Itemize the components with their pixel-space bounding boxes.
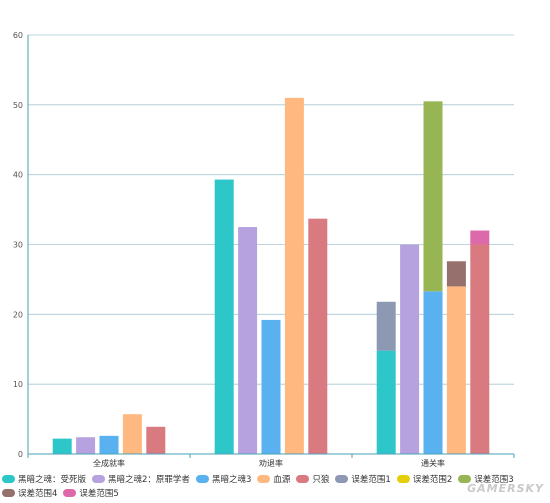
legend-swatch — [296, 475, 310, 483]
bar — [122, 414, 142, 454]
bar — [261, 319, 281, 454]
legend-swatch — [335, 475, 349, 483]
bar — [146, 426, 166, 454]
y-tick-label: 10 — [13, 380, 23, 389]
bar — [214, 179, 234, 454]
bar-chart: 0 10 20 30 40 50 60 全成就率 劝退率 通关率 — [13, 31, 515, 468]
legend-label: 黑暗之魂3 — [211, 475, 252, 485]
x-category-label: 通关率 — [421, 458, 445, 468]
legend-label: 黑暗之魂：受死版 — [18, 475, 87, 485]
error-range-bar — [446, 261, 466, 287]
x-axis: 全成就率 劝退率 通关率 — [27, 453, 515, 468]
y-axis: 0 10 20 30 40 50 60 — [13, 31, 29, 459]
legend-swatch — [396, 475, 410, 483]
error-range-bar — [423, 101, 443, 292]
y-tick-label: 20 — [13, 310, 23, 319]
watermark: GAMERSKY — [467, 482, 544, 495]
x-category-label: 劝退率 — [259, 458, 283, 468]
bar — [446, 286, 466, 454]
legend-label: 黑暗之魂2：原罪学者 — [108, 475, 190, 485]
bar — [76, 437, 96, 454]
y-tick-label: 40 — [13, 171, 23, 180]
bars — [52, 97, 490, 454]
bar — [284, 97, 304, 454]
y-tick-label: 60 — [13, 31, 23, 40]
legend-item[interactable]: 黑暗之魂2：原罪学者 — [92, 473, 190, 487]
legend-label: 误差范围1 — [351, 475, 391, 485]
legend-item[interactable]: 误差范围4 — [2, 487, 57, 501]
legend-swatch — [2, 489, 15, 497]
error-range-bar — [376, 301, 396, 351]
bar — [238, 227, 258, 454]
legend-item[interactable]: 血源 — [257, 473, 290, 487]
legend-swatch — [2, 475, 15, 483]
legend-label: 误差范围2 — [412, 475, 453, 485]
bar — [52, 438, 72, 454]
legend-label: 只狼 — [312, 475, 330, 485]
legend-item[interactable]: 黑暗之魂3 — [195, 473, 252, 487]
y-tick-label: 0 — [18, 450, 23, 459]
legend-swatch — [257, 475, 271, 483]
error-range-bar — [470, 230, 490, 245]
legend-swatch — [195, 475, 209, 483]
legend-item[interactable]: 黑暗之魂：受死版 — [2, 473, 86, 487]
legend-swatch — [92, 475, 106, 483]
x-category-label: 全成就率 — [93, 458, 125, 468]
legend-label: 血源 — [273, 475, 291, 485]
legend-item[interactable]: 只狼 — [296, 473, 329, 487]
bar — [376, 350, 396, 454]
y-tick-label: 30 — [13, 241, 23, 250]
legend-label: 误差范围3 — [474, 475, 514, 485]
bar — [99, 435, 119, 454]
legend-swatch — [63, 489, 77, 497]
legend-item[interactable]: 误差范围5 — [63, 487, 119, 501]
legend-label: 误差范围5 — [79, 489, 119, 499]
legend-swatch — [458, 475, 472, 483]
legend-item[interactable]: 误差范围2 — [396, 473, 453, 487]
bar — [470, 244, 490, 454]
bar — [400, 244, 420, 454]
legend-label: 误差范围4 — [18, 489, 58, 499]
bar — [423, 291, 443, 454]
legend-item[interactable]: 误差范围3 — [458, 473, 514, 487]
legend: 黑暗之魂：受死版 黑暗之魂2：原罪学者 黑暗之魂3 血源 只狼 误差范围1 误差范围2 误差范… — [2, 473, 548, 501]
bar — [308, 218, 328, 454]
grid-lines — [28, 34, 514, 455]
y-tick-label: 50 — [13, 101, 23, 110]
legend-item[interactable]: 误差范围1 — [335, 473, 391, 487]
